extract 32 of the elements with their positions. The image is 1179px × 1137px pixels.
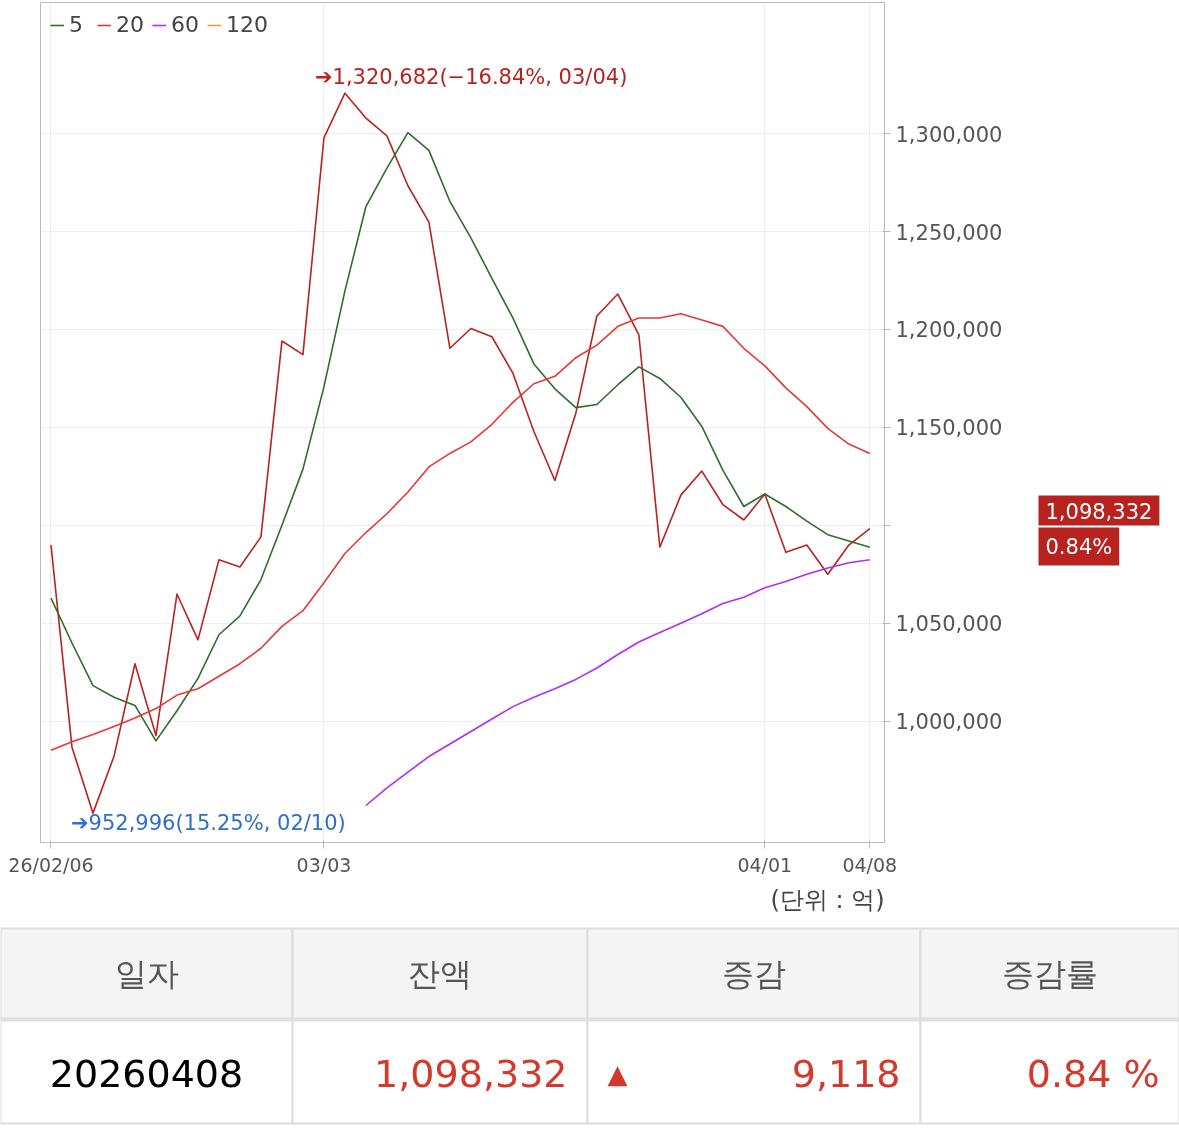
text: 0.84 % bbox=[1026, 1051, 1160, 1096]
text: 9,118 bbox=[791, 1052, 901, 1096]
y-tick-label: 1,300,000 bbox=[895, 122, 1003, 147]
legend-label: 60 bbox=[171, 12, 199, 37]
text: 1,098,332 bbox=[374, 1052, 568, 1096]
text: 증감 bbox=[722, 954, 786, 993]
x-tick-label: 04/01 bbox=[737, 853, 793, 876]
annotation: ➔952,996(15.25%, 02/10) bbox=[70, 811, 346, 836]
text: 잔액 bbox=[408, 954, 472, 993]
y-tick-label: 1,200,000 bbox=[895, 318, 1003, 343]
y-tick-label: 1,000,000 bbox=[895, 710, 1003, 735]
y-tick-label: 1,050,000 bbox=[895, 612, 1003, 637]
text: ▲ bbox=[607, 1058, 628, 1089]
legend-label: 20 bbox=[116, 12, 144, 37]
line-series bbox=[50, 313, 871, 752]
line-series bbox=[365, 558, 871, 807]
text: 증감률 bbox=[1002, 954, 1098, 993]
text: 일자 bbox=[114, 954, 179, 993]
x-tick-label: 26/02/06 bbox=[8, 853, 94, 876]
line-series bbox=[50, 131, 871, 742]
y-tick-label: 1,250,000 bbox=[895, 220, 1003, 245]
text: 20260408 bbox=[49, 1052, 244, 1096]
text: 0.84% bbox=[1045, 534, 1113, 559]
text: 1,098,332 bbox=[1045, 499, 1153, 524]
x-tick-label: 04/08 bbox=[842, 853, 898, 876]
line-series bbox=[50, 92, 871, 814]
annotation: ➔1,320,682(−16.84%, 03/04) bbox=[314, 65, 628, 90]
legend-label: 5 bbox=[69, 12, 84, 37]
x-tick-label: 03/03 bbox=[296, 853, 352, 876]
legend-label: 120 bbox=[226, 12, 268, 37]
y-tick-label: 1,150,000 bbox=[895, 416, 1003, 441]
text: (단위 : 억) bbox=[770, 885, 885, 914]
